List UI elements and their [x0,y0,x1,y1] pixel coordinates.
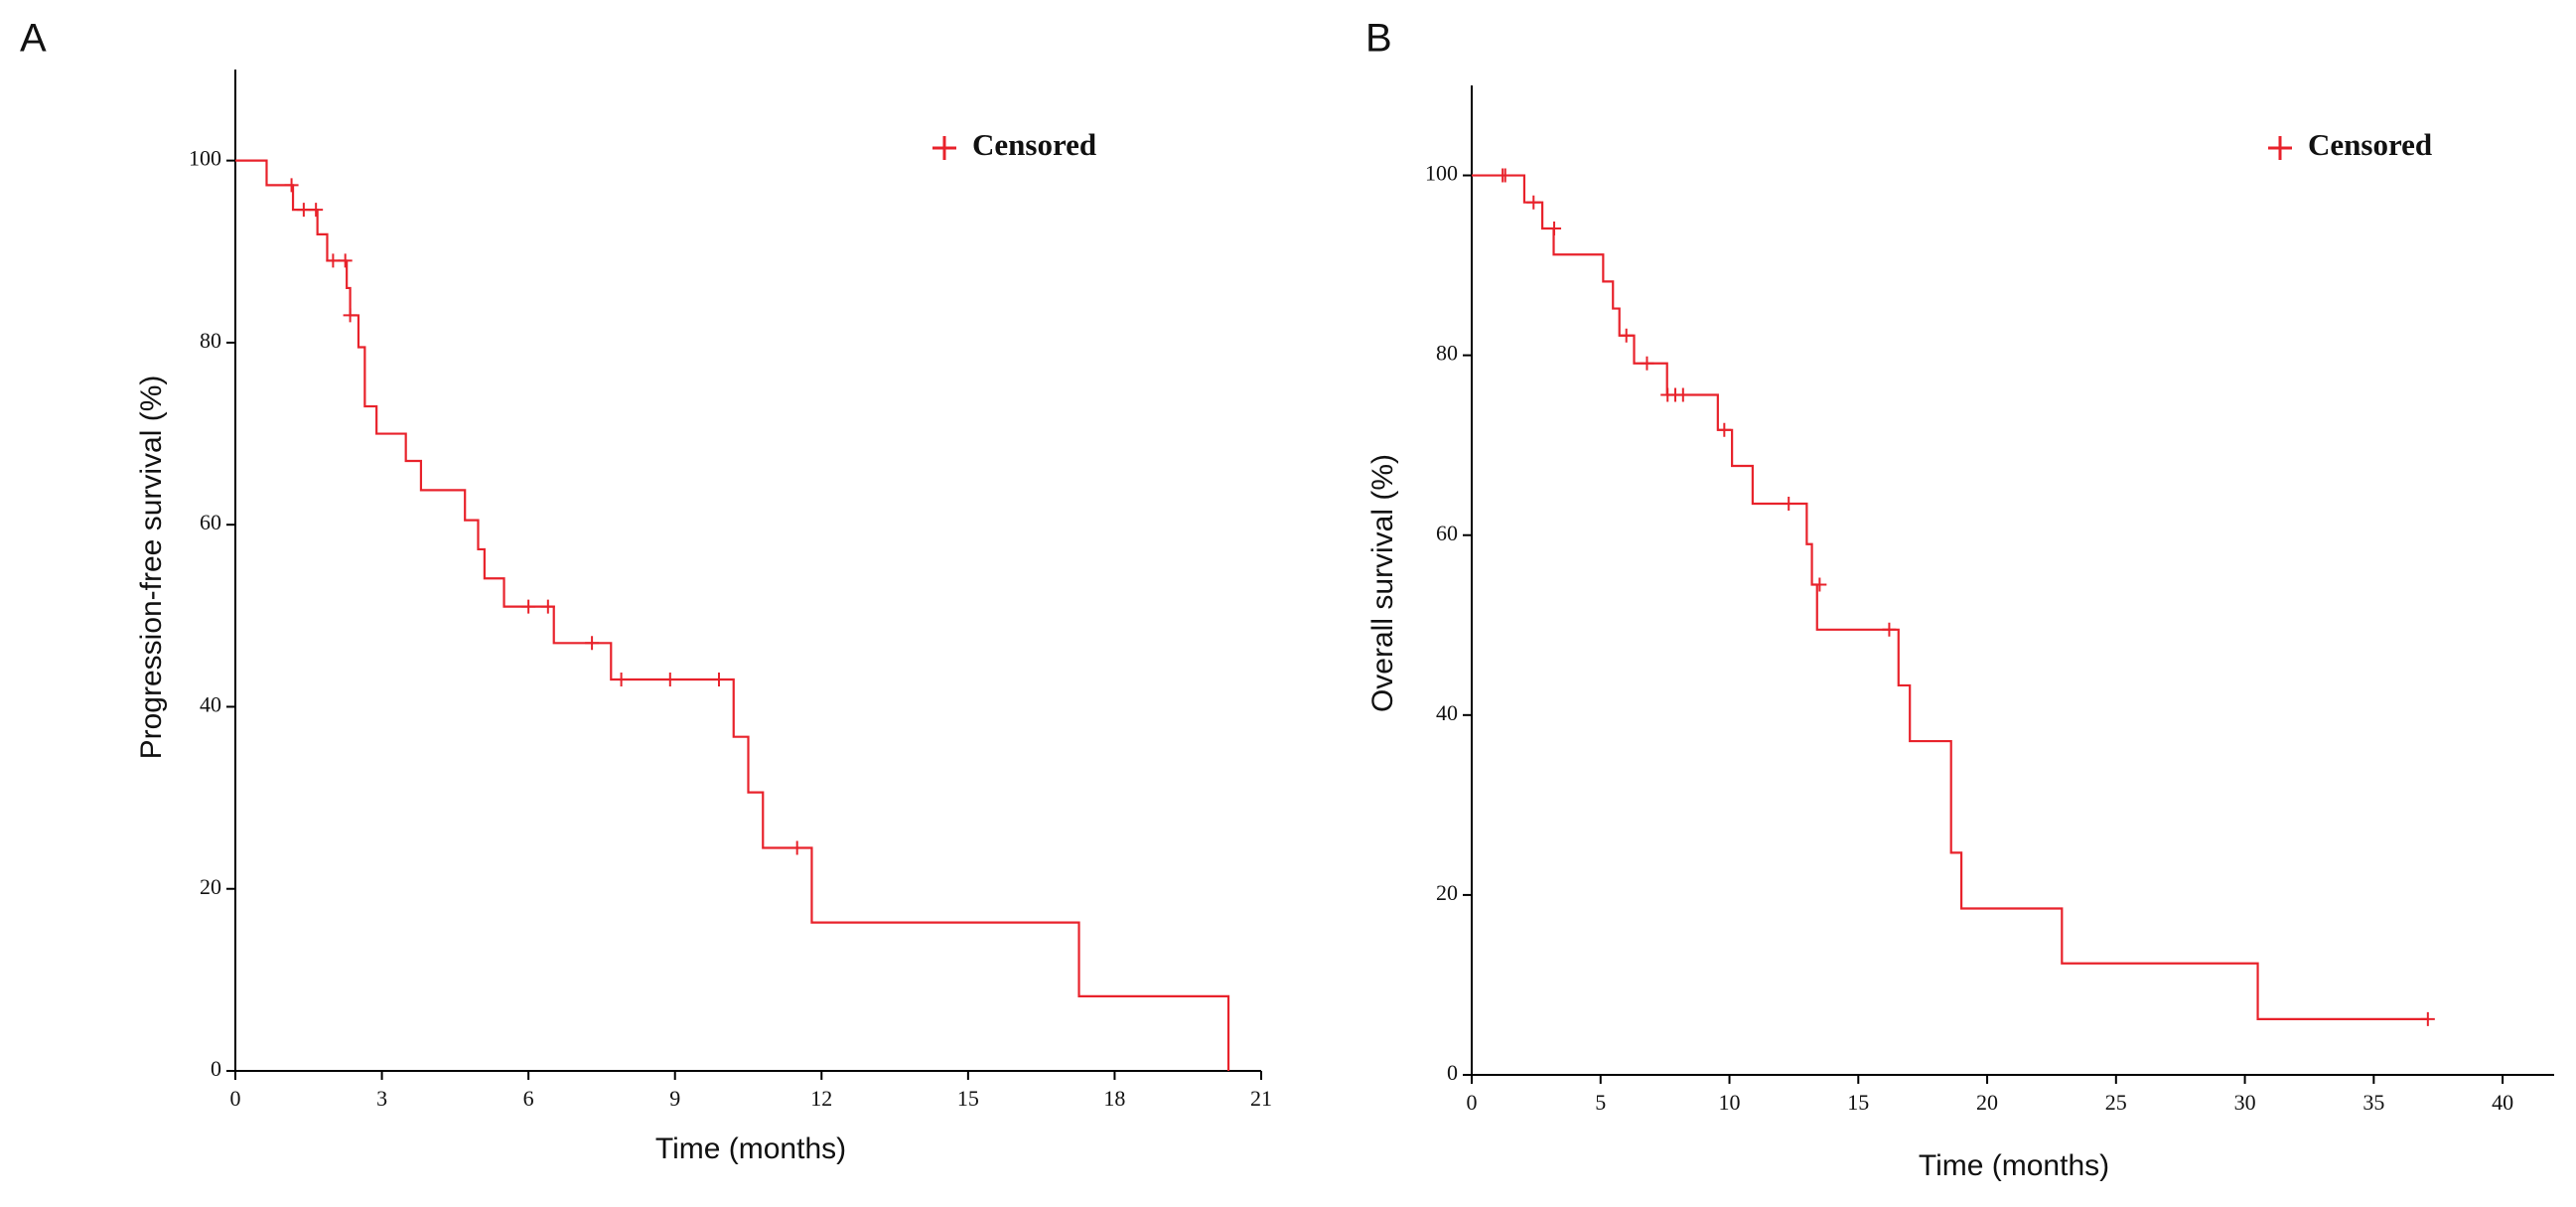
x-tick-label: 6 [523,1086,534,1111]
y-axis-label: Progression-free survival (%) [135,376,168,760]
x-tick-label: 25 [2105,1090,2127,1115]
y-tick-label: 80 [200,328,221,353]
censor-mark [1717,422,1732,437]
y-tick-label: 20 [200,874,221,899]
x-tick-label: 21 [1250,1086,1272,1111]
survival-curve [235,159,1230,1071]
legend-marker [932,136,956,160]
x-tick-label: 35 [2362,1090,2384,1115]
x-tick-label: 10 [1719,1090,1741,1115]
x-tick-label: 5 [1595,1090,1606,1115]
censor-mark [309,203,324,218]
x-tick-label: 12 [810,1086,832,1111]
y-tick-label: 0 [211,1056,221,1081]
legend-label: Censored [2308,127,2432,162]
y-tick-label: 80 [1436,341,1458,366]
y-tick-label: 60 [200,510,221,534]
x-tick-label: 15 [1847,1090,1869,1115]
censor-mark [585,636,600,651]
x-tick-label: 30 [2234,1090,2256,1115]
survival-curve [1472,174,2428,1020]
y-tick-label: 100 [1425,161,1458,186]
censor-mark [1498,168,1512,183]
x-axis-label: Time (months) [655,1132,846,1165]
legend-label: Censored [972,127,1096,162]
censor-mark [521,599,536,614]
censor-mark [1619,328,1634,343]
x-tick-label: 18 [1103,1086,1125,1111]
censor-mark [662,672,677,686]
censor-mark [296,203,311,218]
censor-mark [711,672,726,686]
y-tick-label: 40 [1436,700,1458,725]
x-tick-label: 9 [669,1086,680,1111]
censor-mark [2420,1011,2435,1026]
censor-mark [614,672,629,686]
censor-mark [1782,497,1796,512]
x-tick-label: 20 [1976,1090,1998,1115]
censor-mark [1675,387,1690,402]
panel-label: A [20,17,47,61]
censor-mark [540,599,555,614]
x-tick-label: 15 [957,1086,979,1111]
censor-mark [1640,356,1654,371]
x-axis-label: Time (months) [1919,1149,2109,1182]
x-tick-label: 40 [2492,1090,2513,1115]
y-tick-label: 40 [200,692,221,717]
censor-mark [1882,622,1897,637]
y-tick-label: 20 [1436,880,1458,905]
censor-mark [338,253,353,268]
panel-label: B [1365,17,1392,61]
x-tick-label: 3 [376,1086,387,1111]
censor-mark [343,308,358,323]
y-tick-label: 0 [1447,1060,1458,1085]
x-tick-label: 0 [1467,1090,1478,1115]
censor-mark [1526,195,1541,210]
y-axis-label: Overall survival (%) [1366,454,1399,712]
censor-mark [789,840,804,855]
censor-mark [1812,577,1827,592]
censor-mark [1547,221,1562,235]
censor-mark [326,253,341,268]
y-tick-label: 100 [189,146,221,171]
censor-mark [284,178,299,193]
x-tick-label: 0 [230,1086,241,1111]
legend-marker [2268,136,2292,160]
y-tick-label: 60 [1436,521,1458,545]
